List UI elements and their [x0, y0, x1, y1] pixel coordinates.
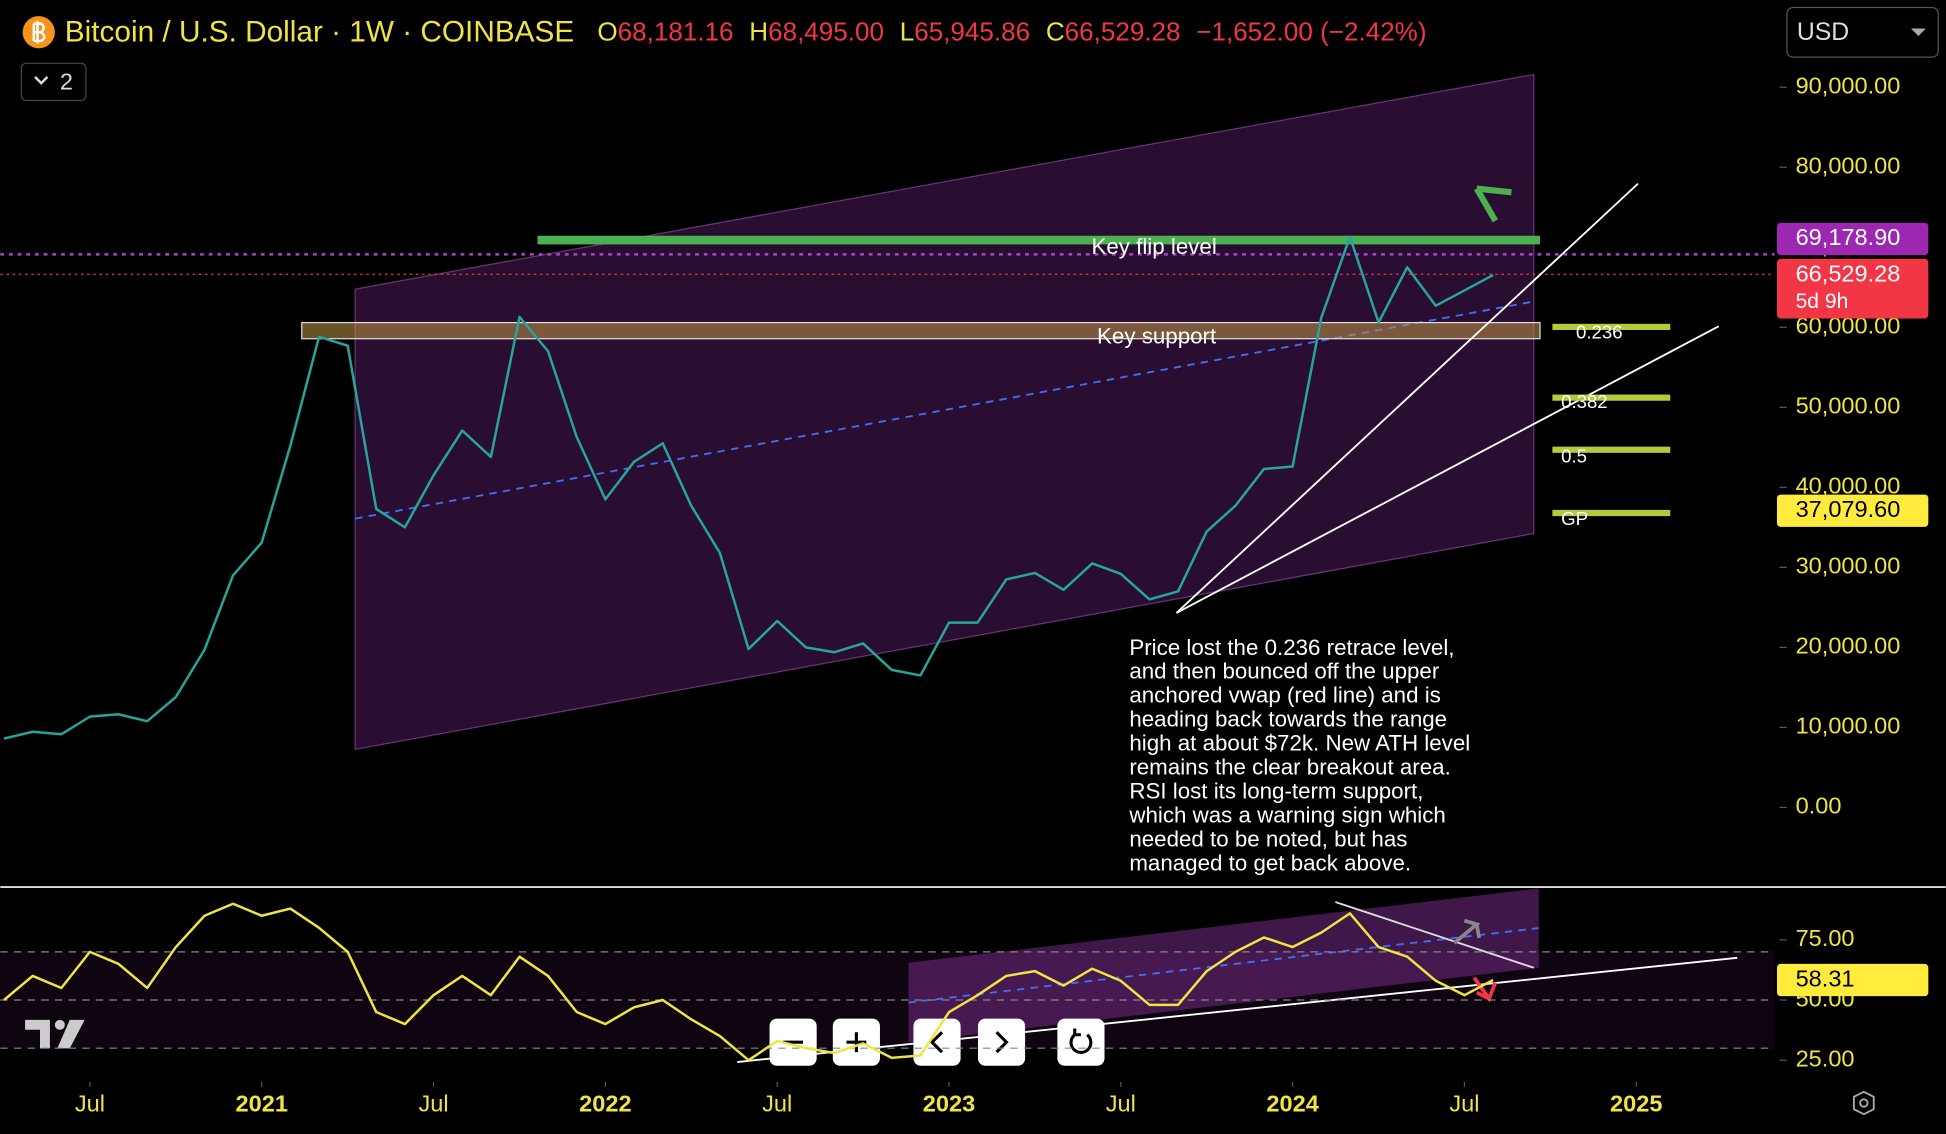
price-tag	[1776, 222, 1929, 256]
icon	[1069, 1028, 1093, 1054]
price-tag-label: 69,178.90	[1796, 224, 1901, 250]
change: −1,652.00 (−2.42%)	[1196, 16, 1426, 46]
series-line	[3, 902, 1494, 1062]
annotation: Key support	[1097, 323, 1217, 348]
currency-box[interactable]	[1786, 6, 1939, 58]
price-tag	[1776, 963, 1929, 997]
ohlc-key: L	[900, 16, 915, 46]
indicator-count: 2	[60, 68, 73, 94]
y-tick-label: 90,000.00	[1796, 72, 1901, 98]
y-tick-label: 40,000.00	[1796, 473, 1901, 499]
countdown: 5d 9h	[1796, 290, 1849, 313]
fib-bar	[1552, 394, 1671, 401]
trend-line	[1176, 325, 1720, 614]
reset[interactable]	[1057, 1018, 1105, 1066]
x-tick-label: 2024	[1266, 1091, 1318, 1117]
ohlc-value: 68,181.16	[618, 16, 734, 46]
fib-bar	[1552, 509, 1671, 517]
y-tick-label: 10,000.00	[1796, 713, 1901, 739]
y-tick-label: 20,000.00	[1796, 633, 1901, 659]
note-line: anchored vwap (red line) and is	[1129, 683, 1441, 708]
x-tick-label: 2025	[1610, 1091, 1662, 1117]
settings[interactable]	[1852, 1090, 1875, 1116]
x-tick-label: Jul	[762, 1091, 792, 1117]
note-line: managed to get back above.	[1129, 850, 1411, 875]
chevron	[34, 76, 49, 85]
indicator-toggle[interactable]: 2	[20, 62, 87, 102]
note: Price lost the 0.236 retrace level,and t…	[1128, 635, 1470, 876]
logo-dot	[54, 1019, 65, 1030]
toggle-box[interactable]	[20, 62, 87, 102]
key-flip-band	[537, 235, 1540, 245]
rsi-midline	[908, 927, 1539, 1004]
y-tick-label: 0.00	[1796, 793, 1842, 819]
x-tick-label: 2023	[923, 1091, 975, 1117]
currency-select[interactable]: USD	[1786, 6, 1939, 58]
note-line: heading back towards the range	[1129, 707, 1447, 732]
arrow-up	[1474, 185, 1512, 223]
note-line: high at about $72k. New ATH level	[1129, 731, 1470, 756]
x-tick-label: 2021	[236, 1091, 288, 1117]
key-support-band	[301, 321, 1541, 340]
icon	[929, 1031, 944, 1054]
x-tick-label: Jul	[418, 1091, 448, 1117]
annotation: Key flip level	[1091, 234, 1216, 259]
fib-label: 0.5	[1561, 446, 1587, 467]
series-line	[3, 235, 1494, 740]
icon	[846, 1032, 867, 1053]
fib-bar	[1552, 446, 1671, 453]
y-tick-label: 80,000.00	[1796, 152, 1901, 178]
price-tag-label: 37,079.60	[1796, 496, 1901, 522]
y-tick-label: 50,000.00	[1796, 393, 1901, 419]
ohlc-value: 65,945.86	[914, 16, 1030, 46]
caret	[1910, 28, 1926, 36]
arrow-up	[1453, 918, 1482, 945]
x-tick-label: Jul	[1449, 1091, 1479, 1117]
logo	[25, 1019, 85, 1049]
symbol: Bitcoin / U.S. Dollar · 1W · COINBASE	[65, 15, 574, 48]
price-tag	[1776, 258, 1929, 319]
note-line: which was a warning sign which	[1128, 802, 1445, 827]
ohlc-key: H	[749, 16, 768, 46]
header: Bitcoin / U.S. Dollar · 1W · COINBASE O6…	[65, 15, 1427, 48]
rsi-trend-line	[1334, 901, 1535, 969]
note-line: needed to be noted, but has	[1129, 826, 1407, 851]
note-line: Price lost the 0.236 retrace level,	[1129, 635, 1454, 660]
ohlc-key: O	[597, 16, 617, 46]
note-line: RSI lost its long-term support,	[1129, 778, 1423, 803]
coin-glyph	[32, 21, 46, 44]
price-tag-label: 58.31	[1796, 965, 1855, 991]
y-tick-label: 30,000.00	[1796, 553, 1901, 579]
settings-dot	[1859, 1098, 1869, 1108]
price-tag-label: 66,529.28	[1796, 260, 1901, 286]
x-tick-label: Jul	[75, 1091, 105, 1117]
x-tick-label: Jul	[1106, 1091, 1136, 1117]
note-line: and then bounced off the upper	[1129, 659, 1440, 684]
fib-label: 0.236	[1576, 322, 1623, 343]
fib-label: GP	[1561, 508, 1588, 529]
currency: USD	[1797, 19, 1849, 46]
ohlc-value: 66,529.28	[1065, 16, 1181, 46]
fib-bar	[1552, 323, 1671, 331]
y-tick-label: 25.00	[1796, 1045, 1855, 1071]
rsi-trend-line	[737, 956, 1738, 1063]
scroll-left[interactable]	[913, 1018, 961, 1066]
arrow-down	[1472, 976, 1498, 1003]
ohlc-value: 68,495.00	[768, 16, 884, 46]
ohlc-key: C	[1046, 16, 1065, 46]
x-tick-label: 2022	[579, 1091, 631, 1117]
price-tag	[1776, 494, 1929, 527]
fib-label: 0.382	[1561, 391, 1608, 412]
note-line: remains the clear breakout area.	[1129, 755, 1450, 780]
trend-line	[1175, 182, 1639, 614]
nav-buttons[interactable]	[769, 1018, 1105, 1066]
scroll-right[interactable]	[977, 1018, 1026, 1066]
y-tick-label: 75.00	[1796, 925, 1855, 951]
